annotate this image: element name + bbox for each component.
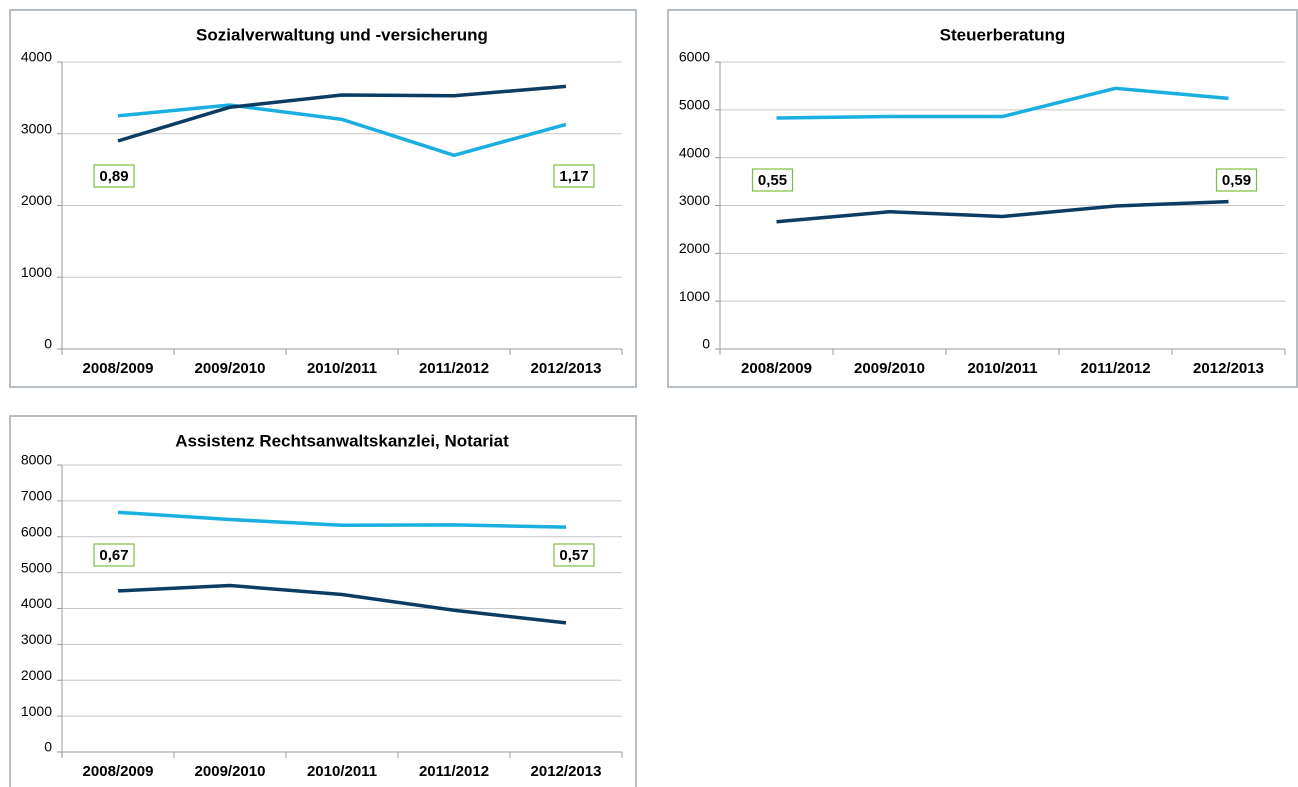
x-tick-label: 2011/2012: [1080, 360, 1150, 377]
x-tick-label: 2010/2011: [967, 360, 1037, 377]
annotation: 0,59: [1222, 172, 1251, 189]
chart-title: Assistenz Rechtsanwaltskanzlei, Notariat: [175, 431, 509, 450]
data-line: [117, 84, 567, 143]
annotation: 0,55: [758, 172, 787, 189]
chart-frame: [667, 9, 1298, 388]
y-tick-label: 0: [702, 336, 710, 352]
chart-frame: [9, 415, 637, 787]
annotation-box: [553, 164, 595, 188]
y-tick-label: 5000: [679, 97, 710, 113]
annotation: 0,67: [99, 547, 128, 564]
chart-title: Sozialverwaltung und -versicherung: [196, 25, 488, 44]
annotation: 0,89: [99, 168, 128, 185]
annotation-box: [1215, 168, 1258, 192]
data-line: [776, 86, 1229, 120]
y-tick-label: 1000: [679, 288, 710, 304]
x-tick-label: 2011/2012: [419, 360, 489, 377]
x-tick-label: 2008/2009: [83, 763, 154, 780]
y-tick-label: 3000: [679, 192, 710, 208]
x-tick-label: 2008/2009: [83, 360, 154, 377]
y-tick-label: 5000: [21, 559, 52, 575]
x-tick-label: 2008/2009: [741, 360, 812, 377]
x-tick-label: 2012/2013: [531, 763, 602, 780]
y-tick-label: 3000: [21, 120, 52, 136]
y-tick-label: 8000: [21, 452, 52, 468]
x-tick-label: 2012/2013: [1193, 360, 1264, 377]
y-tick-label: 0: [44, 336, 52, 352]
data-line: [776, 199, 1229, 224]
annotation-box: [93, 543, 135, 567]
chart: Sozialverwaltung und -versicherung 0 1000 2…: [9, 9, 637, 388]
y-tick-label: 1000: [21, 703, 52, 719]
y-tick-label: 4000: [679, 144, 710, 160]
y-tick-label: 7000: [21, 488, 52, 504]
annotation-box: [93, 164, 135, 188]
x-tick-label: 2010/2011: [307, 763, 377, 780]
annotation-box: [553, 543, 595, 567]
x-tick-label: 2012/2013: [531, 360, 602, 377]
y-tick-label: 4000: [21, 49, 52, 65]
annotation: 1,17: [559, 168, 588, 185]
x-tick-label: 2009/2010: [195, 763, 266, 780]
chart-frame: [9, 9, 637, 388]
chart: Assistenz Rechtsanwaltskanzlei, Notariat…: [9, 415, 637, 787]
x-tick-label: 2009/2010: [854, 360, 925, 377]
y-tick-label: 6000: [679, 49, 710, 65]
y-tick-label: 2000: [21, 192, 52, 208]
data-line: [117, 583, 567, 625]
chart-title: Steuerberatung: [940, 25, 1066, 44]
chart: Steuerberatung 0 1000 2000 3000 4000 5000 6000 2…: [667, 9, 1298, 388]
x-tick-label: 2009/2010: [195, 360, 266, 377]
y-tick-label: 2000: [21, 667, 52, 683]
y-tick-label: 1000: [21, 264, 52, 280]
y-tick-label: 2000: [679, 240, 710, 256]
y-tick-label: 4000: [21, 595, 52, 611]
data-line: [117, 510, 567, 529]
x-tick-label: 2010/2011: [307, 360, 377, 377]
y-tick-label: 0: [44, 739, 52, 755]
annotation: 0,57: [559, 547, 588, 564]
data-line: [117, 103, 567, 158]
y-tick-label: 3000: [21, 631, 52, 647]
annotation-box: [751, 168, 794, 192]
x-tick-label: 2011/2012: [419, 763, 489, 780]
y-tick-label: 6000: [21, 523, 52, 539]
